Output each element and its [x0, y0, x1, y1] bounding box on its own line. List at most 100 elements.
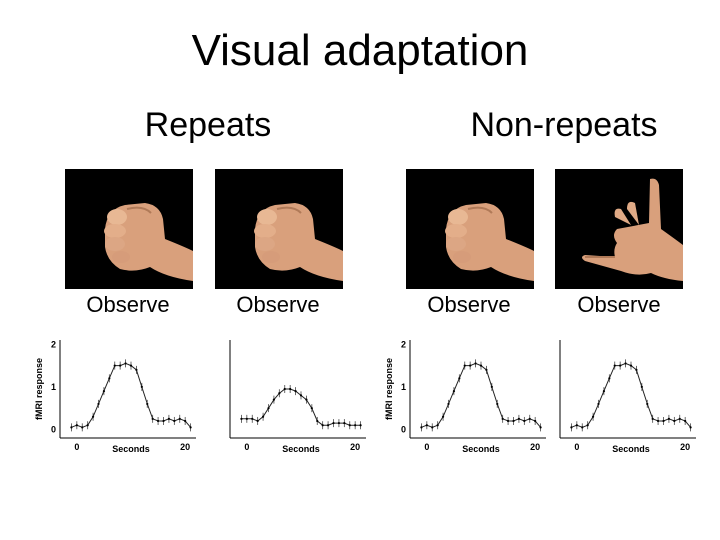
fist-photo — [215, 169, 343, 289]
caption-observe: Observe — [427, 292, 511, 317]
data-point — [539, 426, 542, 429]
data-point — [425, 424, 428, 427]
x-tick-label: 20 — [180, 442, 190, 452]
data-point — [608, 377, 611, 380]
data-point — [506, 419, 510, 423]
data-point — [512, 419, 515, 423]
data-point — [305, 398, 308, 401]
data-point — [667, 417, 671, 420]
data-point — [684, 419, 687, 423]
data-point — [119, 364, 122, 367]
data-point — [517, 417, 521, 420]
x-tick-label: 20 — [350, 442, 360, 452]
data-point — [156, 419, 160, 423]
data-point — [624, 362, 627, 365]
y-tick-label: 2 — [51, 339, 56, 349]
group-title-repeats: Repeats — [144, 106, 272, 144]
data-point — [441, 415, 445, 418]
fist-illustration — [406, 169, 534, 289]
data-point — [496, 402, 499, 406]
data-point — [267, 407, 270, 410]
data-point — [452, 390, 456, 393]
data-point — [81, 426, 84, 429]
response-line — [421, 362, 541, 428]
data-point — [463, 364, 466, 367]
response-line — [571, 362, 691, 428]
fist-photo — [406, 169, 534, 289]
data-point — [245, 417, 248, 420]
data-point — [310, 407, 313, 410]
x-tick-label: 0 — [424, 442, 429, 452]
data-point — [597, 402, 600, 406]
data-point — [189, 426, 192, 429]
data-point — [337, 421, 341, 425]
y-tick-label: 1 — [51, 382, 56, 392]
x-axis-title: Seconds — [112, 444, 150, 454]
data-point — [124, 362, 127, 365]
x-axis-title: Seconds — [282, 444, 320, 454]
data-point — [689, 426, 692, 429]
x-tick-label: 0 — [574, 442, 579, 452]
caption-observe: Observe — [86, 292, 170, 317]
data-point — [178, 417, 181, 420]
data-point — [129, 364, 133, 367]
data-point — [348, 424, 351, 427]
x-tick-label: 20 — [530, 442, 540, 452]
data-point — [173, 419, 176, 423]
fmri-response-graph: 0 20 Seconds — [536, 336, 700, 458]
data-point — [613, 364, 616, 367]
data-point — [151, 417, 154, 420]
data-point — [343, 421, 346, 425]
caption-observe: Observe — [577, 292, 661, 317]
data-point — [316, 419, 319, 423]
fmri-response-graph: 0 20 Seconds — [206, 336, 370, 458]
data-point — [146, 402, 149, 406]
data-point — [575, 424, 578, 427]
y-axis-title: fMRI response — [384, 358, 394, 420]
fist-photo — [65, 169, 193, 289]
data-point — [602, 390, 606, 393]
data-point — [70, 426, 73, 429]
data-point — [299, 394, 303, 397]
data-point — [528, 417, 531, 420]
data-point — [162, 419, 165, 423]
data-point — [662, 419, 665, 423]
slide-title: Visual adaptation — [191, 26, 529, 75]
y-tick-label: 2 — [401, 339, 406, 349]
data-point — [354, 424, 357, 427]
data-point — [91, 415, 95, 418]
data-point — [469, 364, 472, 367]
data-point — [321, 424, 324, 427]
x-tick-label: 0 — [74, 442, 79, 452]
chart-svg: 0 20 Seconds — [559, 340, 696, 454]
data-point — [289, 387, 292, 391]
y-axis-title: fMRI response — [34, 358, 44, 420]
data-point — [294, 390, 297, 393]
data-point — [447, 402, 450, 406]
fist-illustration — [65, 169, 193, 289]
data-point — [523, 419, 526, 423]
data-point — [629, 364, 633, 367]
data-point — [359, 424, 362, 427]
y-tick-label: 0 — [401, 424, 406, 434]
fmri-response-graph: 0 1 2 fMRI response 0 20 Seconds — [384, 336, 550, 458]
data-point — [436, 424, 439, 427]
chart-svg: 0 1 2 fMRI response 0 20 Seconds — [34, 339, 196, 454]
data-point — [458, 377, 461, 380]
open-hand-gesture-photo — [555, 169, 683, 289]
data-point — [86, 424, 89, 427]
data-point — [586, 424, 589, 427]
fmri-response-graph: 0 1 2 fMRI response 0 20 Seconds — [34, 336, 200, 458]
data-point — [256, 419, 259, 423]
data-point — [184, 419, 187, 423]
data-point — [673, 419, 676, 423]
data-point — [474, 362, 477, 365]
data-point — [570, 426, 573, 429]
data-point — [140, 385, 143, 388]
data-point — [534, 419, 537, 423]
data-point — [479, 364, 483, 367]
data-point — [431, 426, 434, 429]
group-title-non-repeats: Non-repeats — [470, 106, 658, 144]
y-tick-label: 1 — [401, 382, 406, 392]
chart-svg: 0 1 2 fMRI response 0 20 Seconds — [384, 339, 546, 454]
